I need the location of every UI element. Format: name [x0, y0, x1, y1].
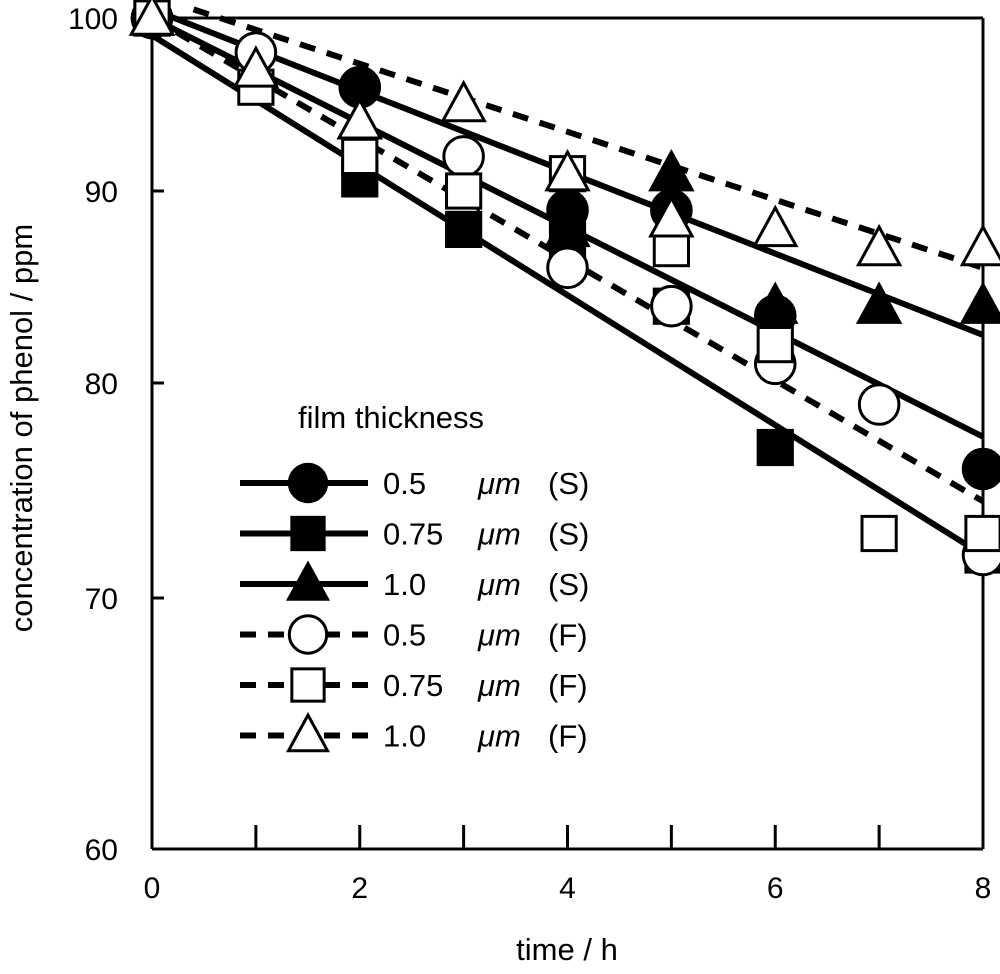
data-point — [959, 223, 1000, 267]
legend-item: 0.5 μm (F) — [240, 614, 588, 655]
y-tick-label: 100 — [68, 3, 118, 36]
y-tick-label: 80 — [85, 368, 118, 401]
y-tick-label: 70 — [85, 583, 118, 616]
data-point — [232, 45, 280, 88]
data-point — [445, 210, 483, 249]
legend: film thickness 0.5 μm (S) 0.75 μm (S) 1.0 μm (S)… — [240, 400, 589, 754]
data-point — [128, 0, 176, 36]
series-5 — [128, 0, 1000, 267]
data-point — [855, 281, 903, 324]
data-point — [546, 246, 589, 290]
x-tick-labels: 0 2 4 6 8 — [144, 872, 992, 905]
legend-item: 1.0 μm (S) — [240, 560, 589, 602]
data-point — [752, 281, 799, 324]
legend-type: (F) — [548, 719, 588, 754]
series-3 — [130, 0, 1000, 577]
y-axis-label: concentration of phenol / ppm — [4, 224, 39, 632]
legend-type: (S) — [548, 466, 589, 501]
legend-item: 1.0 μm (F) — [240, 711, 588, 754]
legend-marker-square-icon — [290, 667, 326, 703]
data-point — [650, 284, 693, 328]
data-point — [442, 135, 485, 178]
legend-thickness: 1.0 — [383, 719, 426, 754]
data-point — [756, 326, 794, 364]
data-point — [964, 514, 1000, 553]
legend-type: (F) — [548, 618, 588, 653]
legend-thickness: 0.75 — [383, 517, 443, 552]
data-point — [648, 148, 695, 192]
legend-unit: μm — [477, 567, 521, 602]
data-point — [445, 172, 483, 210]
legend-type: (S) — [548, 567, 589, 602]
legend-title: film thickness — [298, 400, 484, 435]
legend-marker-triangle-icon — [285, 560, 331, 601]
legend-thickness: 0.5 — [383, 618, 426, 653]
legend-marker-square-icon — [290, 515, 326, 552]
x-tick-label: 6 — [767, 872, 784, 905]
legend-item: 0.75 μm (S) — [240, 515, 589, 552]
x-axis-label: time / h — [516, 932, 618, 967]
x-tick-label: 2 — [351, 872, 368, 905]
legend-thickness: 0.75 — [383, 668, 443, 703]
data-point — [648, 195, 695, 238]
x-tick-label: 0 — [144, 872, 161, 905]
data-point — [544, 148, 591, 192]
legend-type: (F) — [548, 668, 588, 703]
data-point — [961, 447, 1000, 491]
legend-unit: μm — [477, 668, 521, 703]
legend-thickness: 1.0 — [383, 567, 426, 602]
legend-unit: μm — [477, 466, 521, 501]
legend-marker-circle-icon — [287, 614, 329, 655]
legend-unit: μm — [477, 517, 521, 552]
data-point — [752, 204, 799, 248]
legend-unit: μm — [477, 719, 521, 754]
legend-item: 0.5 μm (S) — [240, 462, 589, 504]
legend-thickness: 0.5 — [383, 466, 426, 501]
data-point — [440, 79, 487, 123]
legend-type: (S) — [548, 517, 589, 552]
fit-line-series-1 — [150, 32, 985, 558]
data-point — [860, 514, 898, 553]
data-point — [756, 428, 794, 467]
y-tick-labels: 60 70 80 90 100 — [68, 3, 118, 867]
axes — [150, 16, 985, 851]
legend-unit: μm — [477, 618, 521, 653]
y-tick-label: 90 — [85, 176, 118, 209]
x-tick-label: 4 — [559, 872, 576, 905]
data-point — [857, 383, 901, 426]
legend-item: 0.75 μm (F) — [240, 667, 588, 703]
data-point — [855, 223, 903, 267]
data-point — [959, 281, 1000, 324]
data-point — [336, 97, 383, 140]
data-markers — [128, 0, 1000, 577]
data-point — [341, 137, 379, 176]
y-tick-label: 60 — [85, 834, 118, 867]
legend-marker-circle-icon — [287, 462, 329, 504]
legend-marker-triangle-icon — [285, 711, 331, 753]
data-point — [544, 204, 591, 248]
x-tick-label: 8 — [975, 872, 992, 905]
